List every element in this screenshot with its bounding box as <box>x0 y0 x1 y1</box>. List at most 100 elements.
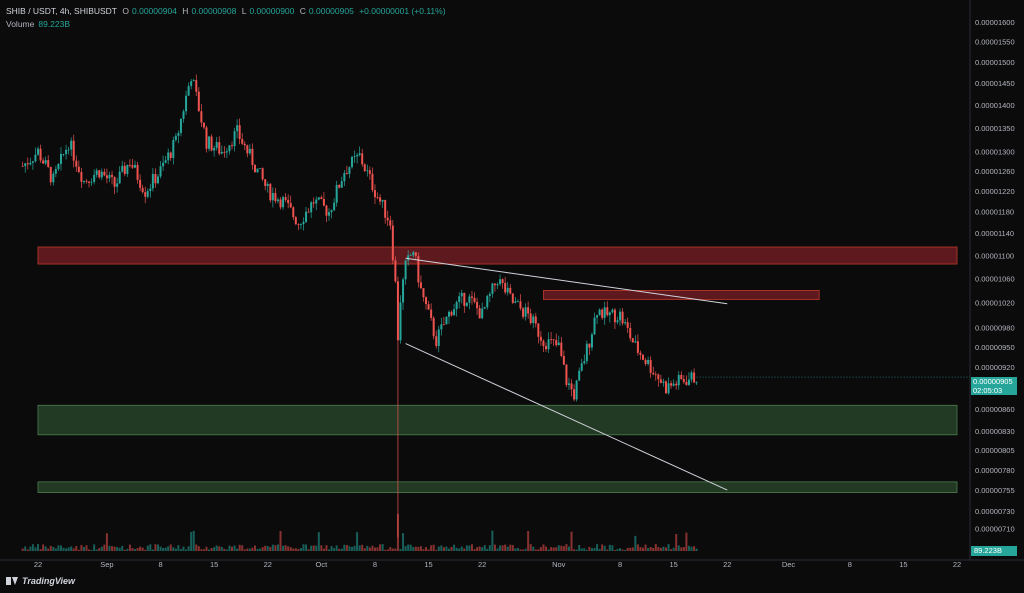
volume-bar <box>570 531 573 551</box>
volume-bar <box>105 533 108 551</box>
volume-bar <box>70 546 73 551</box>
candle-body <box>606 307 609 316</box>
price-tick-label: 0.00001100 <box>975 251 1014 260</box>
volume-bar <box>675 534 678 551</box>
volume-bar <box>246 548 249 551</box>
time-tick-label: Dec <box>782 560 796 569</box>
volume-bar <box>652 547 655 551</box>
candle-body <box>320 197 323 199</box>
price-tick-label: 0.00001300 <box>975 147 1015 156</box>
volume-bar <box>116 546 119 551</box>
candle-body <box>417 256 420 283</box>
candle-body <box>542 340 545 347</box>
candle-body <box>95 170 98 175</box>
volume-bar <box>200 549 203 551</box>
candle-body <box>601 309 604 318</box>
candle-body <box>315 199 318 204</box>
price-tick-label: 0.00001220 <box>975 187 1015 196</box>
candle-body <box>276 199 279 202</box>
candle-body <box>205 127 208 149</box>
candle-body <box>662 381 665 383</box>
candle-body <box>343 173 346 182</box>
volume-bar <box>220 547 223 551</box>
volume-bar <box>399 548 402 551</box>
candle-body <box>419 282 422 289</box>
candle-body <box>123 165 126 174</box>
candle-body <box>356 154 359 157</box>
candle-body <box>271 193 274 201</box>
time-tick-label: 8 <box>618 560 622 569</box>
candle-body <box>386 217 389 221</box>
volume-bar <box>486 548 489 551</box>
volume-bar <box>103 544 106 551</box>
time-tick-label: 15 <box>424 560 432 569</box>
candle-body <box>72 140 75 161</box>
symbol-label[interactable]: SHIB / USDT, 4h, SHIBUSDT <box>6 6 117 16</box>
candle-body <box>179 118 182 133</box>
volume-bar <box>356 532 359 551</box>
candle-body <box>264 179 267 187</box>
candle-body <box>458 296 461 302</box>
volume-value: 89.223B <box>38 19 71 29</box>
candle-body <box>312 202 315 204</box>
volume-bar <box>493 544 496 551</box>
candle-body <box>432 317 435 337</box>
candle-body <box>26 163 29 165</box>
candle-body <box>442 324 445 326</box>
volume-bar <box>376 547 379 551</box>
volume-bar <box>381 544 384 551</box>
candle-body <box>126 164 129 174</box>
resistance-zone-1 <box>543 290 820 300</box>
candle-body <box>481 308 484 319</box>
volume-bar <box>317 532 320 551</box>
candle-body <box>98 170 101 178</box>
candle-body <box>445 316 448 325</box>
candle-body <box>65 149 68 154</box>
tradingview-logo[interactable]: TradingView <box>6 576 75 586</box>
volume-bar <box>299 548 302 551</box>
candle-body <box>266 183 269 187</box>
candle-body <box>141 187 144 193</box>
current-price-value: 0.00000905 <box>973 377 1013 386</box>
candle-body <box>289 203 292 208</box>
candle-body <box>236 125 239 132</box>
volume-bar <box>621 549 624 551</box>
volume-bar <box>524 548 527 551</box>
candle-body <box>611 309 614 313</box>
candle-body <box>580 363 583 371</box>
volume-bar <box>62 547 65 551</box>
time-tick-label: 8 <box>848 560 852 569</box>
volume-bar <box>580 548 583 551</box>
volume-bar <box>547 549 550 551</box>
volume-bar <box>532 546 535 551</box>
candle-body <box>208 136 211 149</box>
candle-body <box>52 173 55 183</box>
candle-body <box>501 279 504 283</box>
volume-bar <box>228 545 231 551</box>
candle-body <box>496 284 499 286</box>
volume-bar <box>177 545 180 551</box>
volume-bar <box>511 545 514 551</box>
volume-bar <box>350 546 353 551</box>
volume-bar <box>54 548 57 551</box>
volume-label[interactable]: Volume <box>6 19 35 29</box>
candle-body <box>47 160 50 167</box>
volume-bar <box>458 548 461 551</box>
volume-bar <box>629 547 632 551</box>
candle-body <box>657 374 660 380</box>
time-tick-label: 15 <box>669 560 677 569</box>
volume-bar <box>269 546 272 551</box>
candle-body <box>62 153 65 155</box>
volume-bar <box>407 544 410 551</box>
volume-bar <box>603 545 606 551</box>
candle-body <box>144 192 147 197</box>
volume-bar <box>126 548 129 551</box>
time-tick-label: 15 <box>899 560 907 569</box>
candle-body <box>404 260 407 280</box>
time-tick-label: 22 <box>478 560 486 569</box>
volume-bar <box>481 547 484 551</box>
volume-bar <box>414 546 417 551</box>
candle-body <box>59 154 62 165</box>
candle-body <box>307 211 310 213</box>
